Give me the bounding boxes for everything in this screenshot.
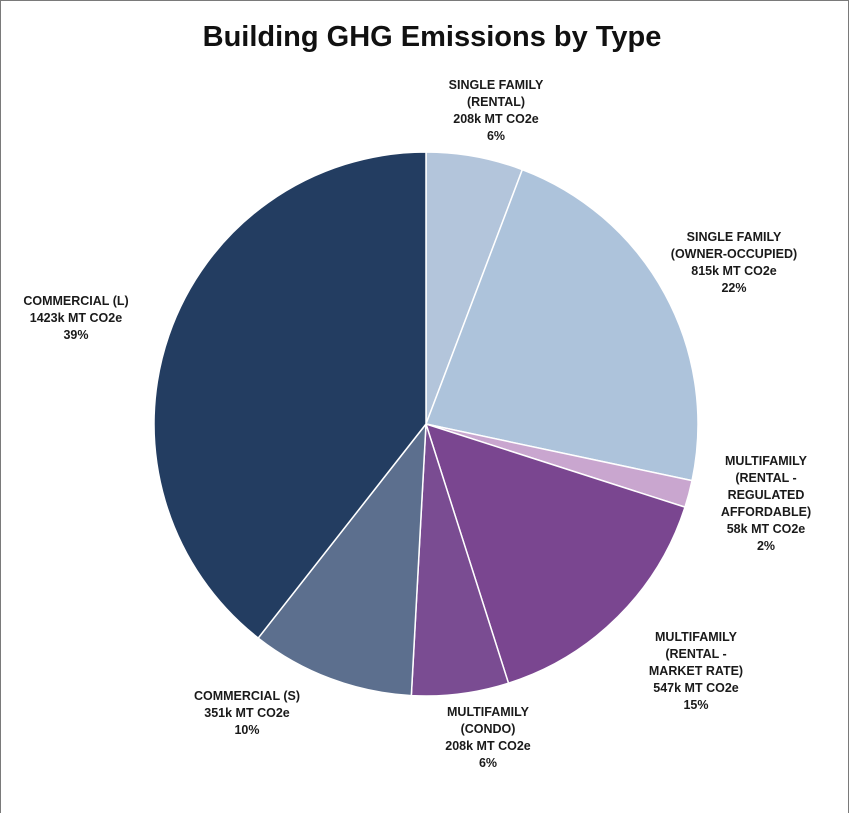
pie-slice-commercial-s — [257, 421, 427, 697]
slice-label-line: MULTIFAMILY — [725, 454, 808, 468]
slice-label-line: MULTIFAMILY — [447, 705, 530, 719]
slice-label-line: 208k MT CO2e — [445, 739, 531, 753]
slice-label-line: (RENTAL) — [467, 95, 525, 109]
slice-label-line: 208k MT CO2e — [453, 112, 539, 126]
slice-label-line: 2% — [757, 539, 775, 553]
pie-slices — [153, 151, 699, 697]
slice-label: MULTIFAMILY (CONDO) 208k MT CO2e 6% — [445, 705, 531, 770]
slice-label-line: 39% — [63, 328, 88, 342]
slice-label-line: SINGLE FAMILY — [687, 230, 782, 244]
slice-label: MULTIFAMILY (RENTAL - MARKET RATE) 547k MT … — [649, 630, 743, 712]
slice-label-line: 1423k MT CO2e — [30, 311, 122, 325]
slice-label-line: 22% — [721, 281, 746, 295]
slice-label: MULTIFAMILY (RENTAL - REGULATED AFFORDABLE)… — [721, 454, 811, 553]
slice-label-line: (RENTAL - — [735, 471, 796, 485]
slice-label-line: AFFORDABLE) — [721, 505, 811, 519]
pie-slice-commercial-l — [153, 151, 427, 640]
slice-labels: SINGLE FAMILY (RENTAL) 208k MT CO2e 6%SINGL… — [23, 78, 811, 770]
slice-label-line: 10% — [234, 723, 259, 737]
slice-label-line: MULTIFAMILY — [655, 630, 738, 644]
slice-label-line: MARKET RATE) — [649, 664, 743, 678]
slice-label: SINGLE FAMILY (OWNER-OCCUPIED) 815k MT CO2… — [671, 230, 797, 295]
slice-label-line: 6% — [487, 129, 505, 143]
slice-label-line: 58k MT CO2e — [727, 522, 806, 536]
slice-label-line: COMMERCIAL (S) — [194, 689, 300, 703]
slice-label-line: 351k MT CO2e — [204, 706, 290, 720]
slice-label: COMMERCIAL (L) 1423k MT CO2e 39% — [23, 294, 128, 342]
pie-slice-multifamily-rental-market-rate — [424, 422, 686, 685]
slice-label-line: 6% — [479, 756, 497, 770]
slice-label-line: (CONDO) — [461, 722, 516, 736]
slice-label-line: (RENTAL - — [665, 647, 726, 661]
slice-label-line: 815k MT CO2e — [691, 264, 777, 278]
slice-label-line: REGULATED — [728, 488, 805, 502]
slice-label-line: SINGLE FAMILY — [449, 78, 544, 92]
slice-label-line: 15% — [683, 698, 708, 712]
chart-title: Building GHG Emissions by Type — [203, 21, 662, 53]
slice-label-line: COMMERCIAL (L) — [23, 294, 128, 308]
slice-label-line: (OWNER-OCCUPIED) — [671, 247, 797, 261]
pie-slice-single-family-owner-occupied — [424, 168, 699, 482]
slice-label: COMMERCIAL (S) 351k MT CO2e 10% — [194, 689, 300, 737]
slice-label-line: 547k MT CO2e — [653, 681, 739, 695]
slice-label: SINGLE FAMILY (RENTAL) 208k MT CO2e 6% — [449, 78, 544, 143]
